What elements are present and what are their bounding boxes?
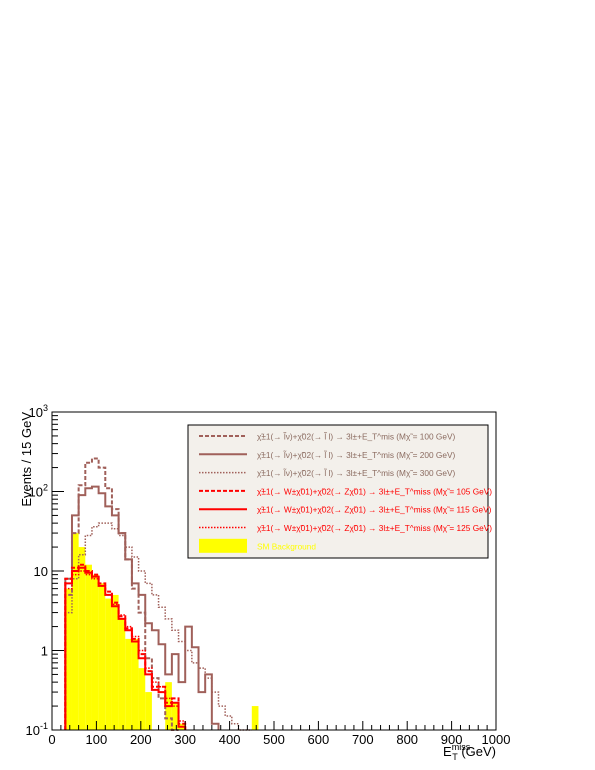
series-line-6 (64, 570, 186, 730)
x-tick-label: 100 (86, 732, 108, 747)
background-bar (65, 588, 72, 730)
x-tick-label: 200 (130, 732, 152, 747)
legend-label-3: χ̃±1(→ l̃ν)+χ̃02(→ l̃ l) → 3l±+E_T^mis (… (257, 468, 456, 479)
x-axis: 0 100 200 300 400 500 600 700 800 900 1000 (48, 721, 510, 747)
sm-background-histogram (65, 533, 259, 730)
x-tick-label: 300 (174, 732, 196, 747)
background-bar (85, 564, 92, 730)
series-line-5 (64, 566, 187, 730)
background-bar (98, 583, 106, 730)
y-axis: 10-1 1 10 102 103 (26, 403, 64, 738)
x-axis-label: Emiss T (GeV) (443, 742, 496, 762)
legend: χ̃±1(→ l̃ν)+χ̃02(→ l̃ l) → 3l±+E_T^mis (… (187, 424, 492, 559)
legend-label-1: χ̃±1(→ l̃ν)+χ̃02(→ l̃ l) → 3l±+E_T^mis (… (257, 431, 456, 442)
legend-swatch-background (199, 538, 247, 553)
x-tick-label: 600 (308, 732, 330, 747)
y-tick-label: 102 (29, 483, 48, 500)
legend-label-5: χ̃±1(→ W±χ̃01)+χ̃02(→ Zχ̃01) → 3l±+E_T^m… (257, 505, 492, 515)
background-bar (71, 533, 79, 730)
series-line-2 (64, 485, 220, 730)
background-bar (111, 594, 119, 730)
x-tick-label: 700 (352, 732, 374, 747)
y-tick-label: 103 (29, 403, 48, 420)
legend-label-6: χ̃±1(→ W±χ̃01)+χ̃02(→ Zχ̃01) → 3l±+E_T^m… (257, 523, 492, 533)
background-bar (251, 706, 259, 730)
legend-label-background: SM Background (257, 541, 316, 551)
background-bar (125, 638, 132, 730)
x-tick-label: 800 (396, 732, 418, 747)
x-tick-label: 1000 (482, 732, 511, 747)
background-bar (91, 574, 99, 730)
y-tick-label: 1 (41, 644, 48, 659)
background-bar (118, 618, 126, 730)
signal-histograms (64, 457, 252, 731)
x-tick-label: 400 (219, 732, 241, 747)
background-bar (145, 692, 152, 730)
x-tick-label: 0 (48, 732, 55, 747)
background-bar (78, 547, 86, 730)
y-tick-label: 10-1 (26, 721, 48, 738)
x-tick-label: 900 (441, 732, 463, 747)
legend-label-4: χ̃±1(→ W±χ̃01)+χ̃02(→ Zχ̃01) → 3l±+E_T^m… (257, 486, 492, 496)
y-tick-label: 10 (34, 564, 48, 579)
y-axis-label: Events / 15 GeV (19, 412, 34, 507)
legend-label-2: χ̃±1(→ l̃ν)+χ̃02(→ l̃ l) → 3l±+E_T^mis (… (257, 449, 456, 460)
x-tick-label: 500 (263, 732, 285, 747)
background-bar (138, 668, 146, 730)
background-bar (105, 598, 112, 730)
series-line-3 (64, 522, 252, 731)
background-bar (131, 638, 139, 730)
background-bar (171, 702, 179, 730)
